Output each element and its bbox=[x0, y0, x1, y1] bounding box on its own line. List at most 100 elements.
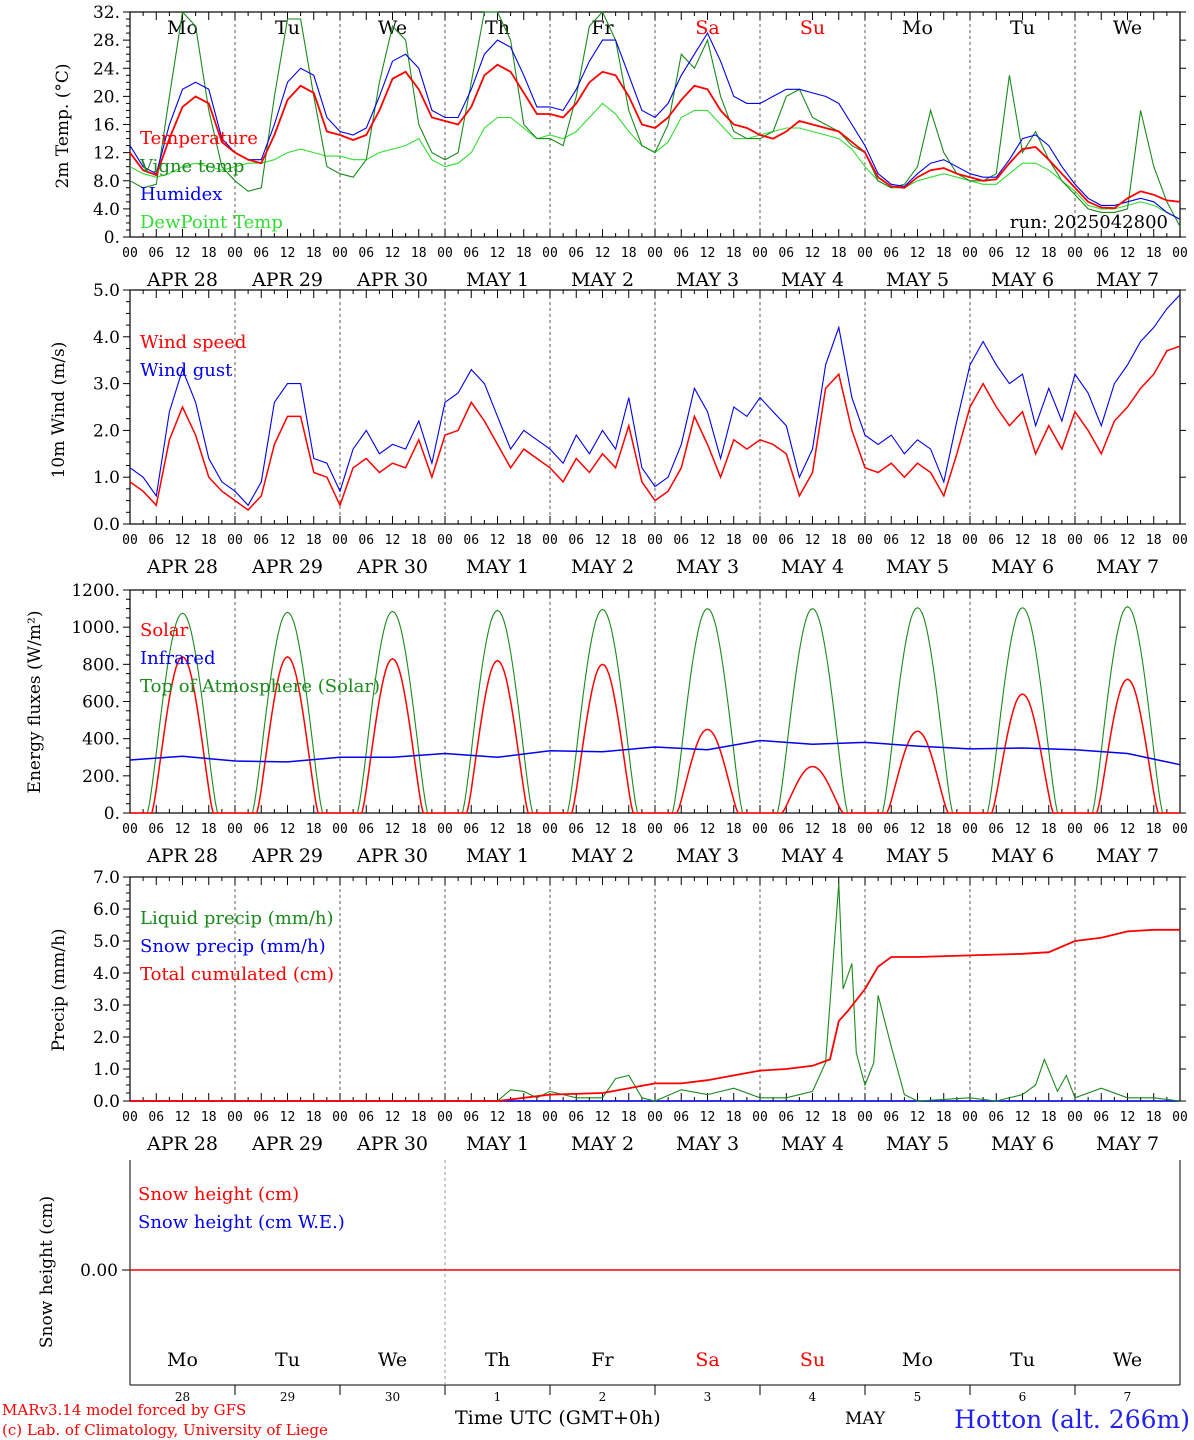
x-tick-label: 12 bbox=[385, 533, 401, 548]
x-tick-label: 18 bbox=[516, 246, 532, 261]
x-tick-label: 06 bbox=[1093, 533, 1109, 548]
wind-series bbox=[129, 294, 1181, 511]
x-tick-label: 00 bbox=[227, 1110, 243, 1125]
snow-weekday-label: Tu bbox=[1010, 1349, 1035, 1371]
x-tick-label: 12 bbox=[175, 533, 191, 548]
x-tick-label: 00 bbox=[962, 533, 978, 548]
date-label: MAY 7 bbox=[1096, 556, 1159, 578]
x-tick-label: 06 bbox=[673, 822, 689, 837]
y-tick-label: 20. bbox=[93, 87, 120, 107]
weekday-label: Mo bbox=[902, 17, 933, 39]
x-tick-label: 12 bbox=[595, 533, 611, 548]
x-tick-label: 00 bbox=[857, 822, 873, 837]
x-tick-label: 06 bbox=[1093, 822, 1109, 837]
x-tick-label: 00 bbox=[1172, 822, 1188, 837]
snow-day-number: 4 bbox=[809, 1390, 817, 1404]
x-tick-label: 00 bbox=[122, 822, 138, 837]
legend-infrared: Infrared bbox=[140, 648, 215, 669]
wind-x-ticks: 00 06 12 18 00 06 12 18 00 06 12 18 00 06 12 18 00 06 12 18… bbox=[122, 290, 1188, 548]
series-temperature bbox=[129, 63, 1181, 210]
x-tick-label: 12 bbox=[805, 533, 821, 548]
date-label: MAY 1 bbox=[466, 845, 529, 867]
energy-y-ticks: 0. 200. 400. 600. 800. 1000. 1200. bbox=[71, 581, 1186, 824]
date-label: MAY 3 bbox=[676, 269, 739, 291]
x-tick-label: 00 bbox=[122, 1110, 138, 1125]
y-tick-label: 1.0 bbox=[93, 468, 120, 488]
x-tick-label: 12 bbox=[1015, 1110, 1031, 1125]
x-tick-label: 12 bbox=[1120, 822, 1136, 837]
wind-date-labels: APR 28 APR 29 APR 30 MAY 1 MAY 2 MAY 3 MAY 4 MA… bbox=[146, 556, 1159, 578]
x-tick-label: 18 bbox=[306, 533, 322, 548]
y-tick-label: 1000. bbox=[71, 618, 120, 638]
x-tick-label: 18 bbox=[306, 822, 322, 837]
x-tick-label: 06 bbox=[358, 1110, 374, 1125]
temperature-date-labels: APR 28 APR 29 APR 30 MAY 1 MAY 2 MAY 3 MAY 4 MA… bbox=[146, 269, 1159, 291]
x-tick-label: 06 bbox=[358, 533, 374, 548]
x-tick-label: 06 bbox=[988, 1110, 1004, 1125]
x-tick-label: 06 bbox=[253, 246, 269, 261]
x-tick-label: 12 bbox=[385, 1110, 401, 1125]
legend-humidex: Humidex bbox=[140, 184, 222, 205]
x-tick-label: 00 bbox=[752, 1110, 768, 1125]
x-tick-label: 12 bbox=[910, 246, 926, 261]
date-label: APR 29 bbox=[251, 1133, 323, 1155]
x-tick-label: 06 bbox=[883, 822, 899, 837]
series-liquid-precip bbox=[130, 883, 1181, 1102]
x-tick-label: 06 bbox=[778, 822, 794, 837]
date-label: MAY 3 bbox=[676, 556, 739, 578]
x-tick-label: 06 bbox=[568, 822, 584, 837]
x-tick-label: 00 bbox=[542, 246, 558, 261]
y-tick-label: 200. bbox=[82, 767, 120, 787]
y-tick-label: 0. bbox=[104, 228, 120, 248]
x-tick-label: 00 bbox=[1067, 533, 1083, 548]
x-tick-label: 00 bbox=[332, 1110, 348, 1125]
date-label: APR 30 bbox=[356, 269, 428, 291]
x-tick-label: 12 bbox=[910, 533, 926, 548]
snow-day-number: 2 bbox=[599, 1390, 607, 1404]
y-tick-label: 3.0 bbox=[93, 996, 120, 1016]
date-label: MAY 2 bbox=[571, 556, 634, 578]
x-tick-label: 18 bbox=[936, 822, 952, 837]
x-tick-label: 00 bbox=[962, 822, 978, 837]
date-label: MAY 5 bbox=[886, 269, 949, 291]
model-credit: MARv3.14 model forced by GFS bbox=[2, 1401, 246, 1419]
date-label: MAY 3 bbox=[676, 845, 739, 867]
x-tick-label: 06 bbox=[568, 1110, 584, 1125]
date-label: APR 29 bbox=[251, 556, 323, 578]
y-tick-label: 400. bbox=[82, 730, 120, 750]
x-tick-label: 12 bbox=[700, 246, 716, 261]
snow-day-number: 7 bbox=[1124, 1390, 1132, 1404]
x-tick-label: 18 bbox=[1146, 822, 1162, 837]
y-tick-label: 0. bbox=[104, 804, 120, 824]
precip-day-grid bbox=[234, 877, 1076, 1101]
legend-solar: Solar bbox=[140, 620, 189, 641]
x-tick-label: 12 bbox=[175, 246, 191, 261]
date-label: MAY 4 bbox=[781, 269, 844, 291]
date-label: MAY 2 bbox=[571, 845, 634, 867]
weekday-label: Th bbox=[485, 17, 510, 39]
snow-weekday-label: Fr bbox=[591, 1349, 614, 1371]
x-tick-label: 00 bbox=[1067, 822, 1083, 837]
wind-y-ticks: 0.0 1.0 2.0 3.0 4.0 5.0 bbox=[93, 281, 1186, 535]
date-label: APR 29 bbox=[251, 269, 323, 291]
x-tick-label: 12 bbox=[490, 533, 506, 548]
x-tick-label: 00 bbox=[752, 822, 768, 837]
x-tick-label: 06 bbox=[883, 533, 899, 548]
x-tick-label: 12 bbox=[700, 822, 716, 837]
snow-day-number: 28 bbox=[175, 1390, 190, 1404]
date-label: MAY 6 bbox=[991, 556, 1054, 578]
snow-weekday-label: Mo bbox=[902, 1349, 933, 1371]
x-tick-label: 00 bbox=[437, 246, 453, 261]
x-tick-label: 00 bbox=[122, 533, 138, 548]
date-label: APR 30 bbox=[356, 845, 428, 867]
snow-day-number: 1 bbox=[494, 1390, 502, 1404]
month-label: MAY bbox=[845, 1409, 886, 1429]
x-tick-label: 18 bbox=[936, 533, 952, 548]
date-label: MAY 5 bbox=[886, 845, 949, 867]
x-tick-label: 12 bbox=[280, 822, 296, 837]
date-label: MAY 2 bbox=[571, 269, 634, 291]
x-tick-label: 18 bbox=[726, 533, 742, 548]
y-tick-label: 5.0 bbox=[93, 932, 120, 952]
wind-day-grid bbox=[234, 290, 1076, 524]
